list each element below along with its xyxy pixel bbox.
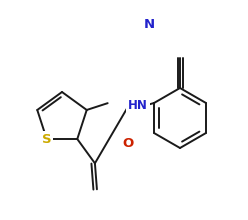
Text: N: N <box>143 18 155 31</box>
Text: S: S <box>42 132 52 146</box>
Text: O: O <box>122 136 134 150</box>
Text: HN: HN <box>128 99 148 112</box>
